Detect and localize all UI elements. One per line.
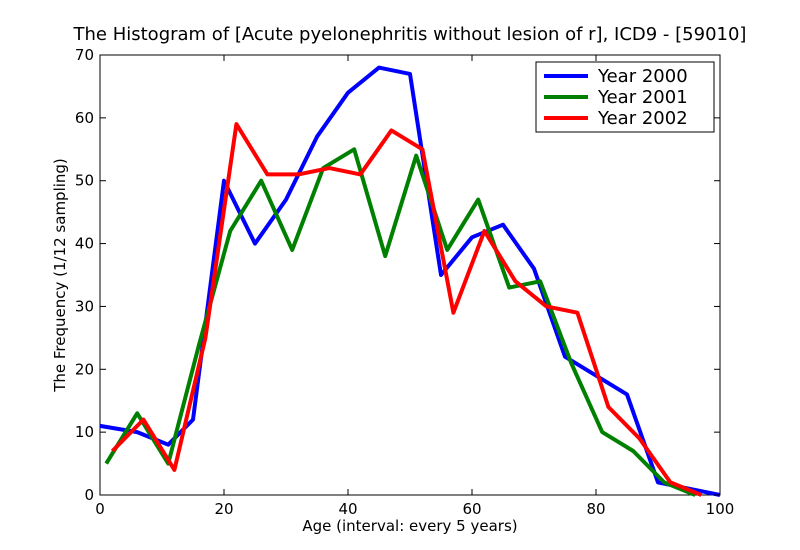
axis-ticks: 0 20 40 60 80 100 0 10 20 30 40 50 60 70: [75, 46, 734, 518]
y-tick-label: 20: [75, 360, 94, 378]
y-tick-label: 10: [75, 423, 94, 441]
x-tick-label: 60: [462, 500, 481, 518]
x-axis-label: Age (interval: every 5 years): [302, 517, 517, 535]
y-tick-label: 50: [75, 172, 94, 190]
chart-title: The Histogram of [Acute pyelonephritis w…: [73, 24, 747, 45]
y-tick-label: 60: [75, 109, 94, 127]
series-line-year-2001: [104, 147, 696, 497]
legend-label: Year 2000: [597, 66, 688, 87]
x-tick-label: 100: [706, 500, 735, 518]
x-tick-label: 80: [586, 500, 605, 518]
legend-label: Year 2001: [597, 87, 688, 108]
y-axis-label: The Frequency (1/12 sampling): [51, 158, 69, 393]
x-tick-label: 0: [95, 500, 105, 518]
y-tick-label: 0: [84, 486, 94, 504]
y-tick-label: 40: [75, 235, 94, 253]
series-group: [99, 65, 721, 497]
x-tick-label: 40: [338, 500, 357, 518]
y-tick-label: 70: [75, 46, 94, 64]
series-line-year-2002: [110, 122, 703, 497]
legend-label: Year 2002: [597, 108, 688, 129]
y-tick-label: 30: [75, 297, 94, 315]
x-tick-label: 20: [214, 500, 233, 518]
